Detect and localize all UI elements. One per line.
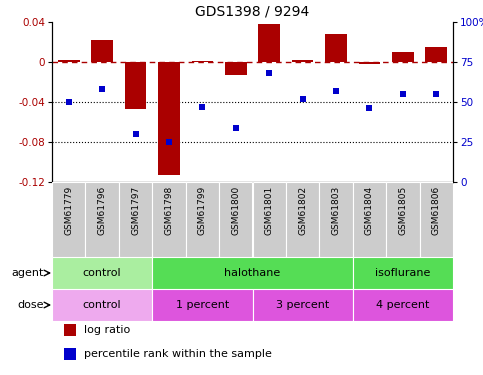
Bar <box>225 62 247 75</box>
Bar <box>152 182 185 257</box>
Bar <box>258 24 280 62</box>
Text: log ratio: log ratio <box>84 325 130 335</box>
Text: GSM61801: GSM61801 <box>265 186 274 235</box>
Text: percentile rank within the sample: percentile rank within the sample <box>84 349 272 359</box>
Text: GSM61800: GSM61800 <box>231 186 240 235</box>
Bar <box>286 182 319 257</box>
Text: GSM61779: GSM61779 <box>64 186 73 235</box>
Bar <box>253 289 353 321</box>
Point <box>65 99 72 105</box>
Bar <box>319 182 353 257</box>
Text: GSM61802: GSM61802 <box>298 186 307 235</box>
Point <box>98 86 106 92</box>
Text: 1 percent: 1 percent <box>176 300 229 310</box>
Bar <box>426 47 447 62</box>
Text: 4 percent: 4 percent <box>376 300 429 310</box>
Bar <box>85 182 119 257</box>
Text: isoflurane: isoflurane <box>375 268 430 278</box>
Bar <box>58 60 80 62</box>
Bar <box>192 61 213 62</box>
Point <box>199 104 206 110</box>
Text: GSM61806: GSM61806 <box>432 186 441 235</box>
Text: agent: agent <box>12 268 44 278</box>
Text: dose: dose <box>17 300 44 310</box>
Bar <box>152 257 353 289</box>
Point <box>165 139 173 145</box>
Point <box>232 124 240 130</box>
Point <box>299 96 307 102</box>
Point <box>432 91 440 97</box>
Bar <box>52 289 152 321</box>
Point <box>332 88 340 94</box>
Text: halothane: halothane <box>225 268 281 278</box>
Bar <box>125 62 146 109</box>
Bar <box>52 257 152 289</box>
Bar <box>152 289 253 321</box>
Text: GSM61796: GSM61796 <box>98 186 107 235</box>
Point <box>366 105 373 111</box>
Text: GSM61805: GSM61805 <box>398 186 407 235</box>
Bar <box>358 62 380 64</box>
Text: GSM61799: GSM61799 <box>198 186 207 235</box>
Bar <box>353 257 453 289</box>
Bar <box>119 182 152 257</box>
Text: control: control <box>83 300 121 310</box>
Bar <box>253 182 286 257</box>
Point <box>265 70 273 76</box>
Bar <box>325 34 347 62</box>
Bar <box>185 182 219 257</box>
Text: GSM61797: GSM61797 <box>131 186 140 235</box>
Text: GSM61804: GSM61804 <box>365 186 374 235</box>
Bar <box>392 52 414 62</box>
Bar <box>386 182 420 257</box>
Bar <box>353 289 453 321</box>
Bar <box>292 60 313 62</box>
Bar <box>64 348 76 360</box>
Point <box>399 91 407 97</box>
Title: GDS1398 / 9294: GDS1398 / 9294 <box>196 4 310 18</box>
Bar <box>64 324 76 336</box>
Text: GSM61798: GSM61798 <box>164 186 173 235</box>
Text: 3 percent: 3 percent <box>276 300 329 310</box>
Bar <box>52 182 85 257</box>
Bar <box>420 182 453 257</box>
Bar <box>158 62 180 175</box>
Text: GSM61803: GSM61803 <box>331 186 341 235</box>
Bar <box>353 182 386 257</box>
Text: control: control <box>83 268 121 278</box>
Bar <box>219 182 253 257</box>
Point <box>132 131 140 137</box>
Bar <box>91 40 113 62</box>
